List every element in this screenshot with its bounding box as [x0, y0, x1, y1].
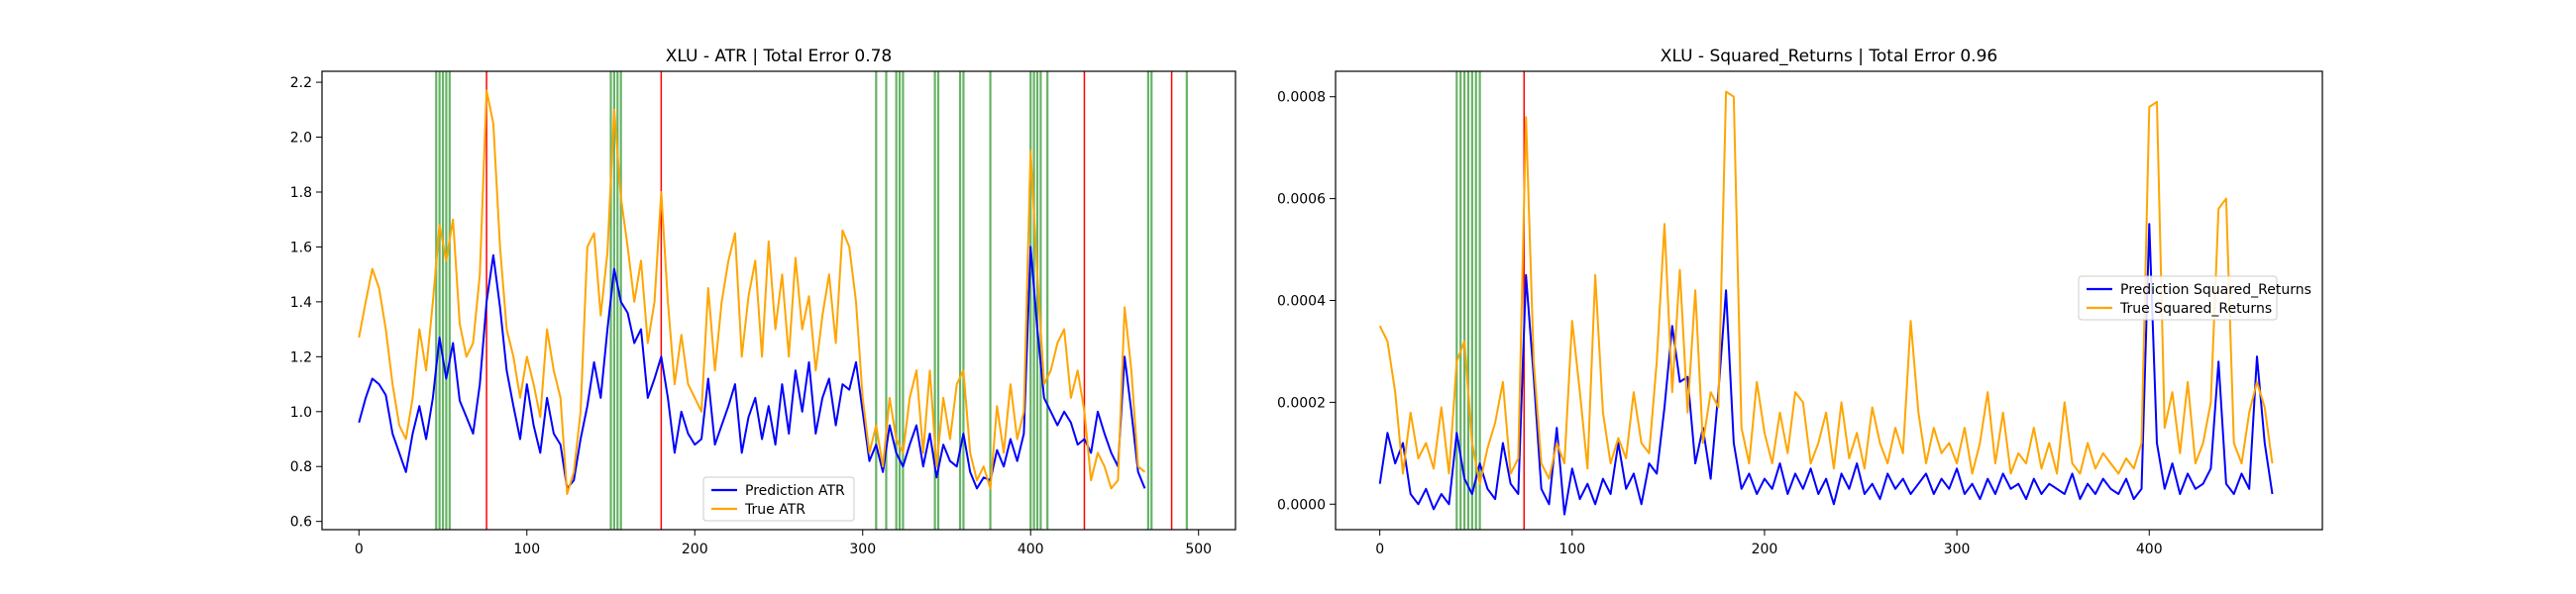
x-tick-label: 100: [513, 542, 540, 557]
x-tick-label: 400: [1018, 542, 1044, 557]
axes-frame: [321, 70, 1236, 531]
atr-chart-panel: 0 100 200 300 400 500 0.6 0.8 1.0 1.2 1.4 1.6 1.8 2.0…: [290, 47, 1236, 557]
y-tick-label: 0.0004: [1277, 294, 1326, 310]
y-tick-label: 1.8: [290, 185, 312, 201]
y-tick-label: 0.0000: [1277, 497, 1326, 513]
y-tick-label: 1.2: [290, 349, 312, 365]
series-line-prediction: [358, 246, 1146, 490]
chart-title: XLU - Squared_Returns | Total Error 0.96: [1661, 47, 1997, 66]
squared-returns-chart-panel: 0 100 200 300 400 0.0000 0.0002 0.0004 0.0006 0.0…: [1277, 47, 2323, 557]
x-tick-label: 200: [1752, 542, 1778, 557]
x-tick-label: 400: [2136, 542, 2163, 557]
y-tick-label: 0.0008: [1277, 90, 1326, 106]
legend-box: [702, 476, 855, 522]
x-tick-label: 500: [1185, 542, 1212, 557]
x-tick-label: 200: [682, 542, 708, 557]
x-tick-label: 300: [1944, 542, 1971, 557]
y-tick-label: 2.0: [290, 131, 312, 147]
marker-lines: [435, 71, 1188, 530]
series-line-prediction: [1378, 223, 2274, 516]
x-tick-label: 100: [1558, 542, 1585, 557]
y-tick-label: 1.4: [290, 295, 312, 311]
y-tick-label: 1.6: [290, 240, 312, 255]
x-tick-label: 0: [1375, 542, 1384, 557]
y-tick-label: 0.0002: [1277, 395, 1326, 411]
legend-label: True Squared_Returns: [2119, 301, 2272, 317]
marker-lines: [1455, 71, 1526, 530]
series-line-true: [358, 89, 1146, 495]
y-tick-label: 1.0: [290, 405, 312, 421]
legend-box: [2078, 275, 2278, 321]
chart-title: XLU - ATR | Total Error 0.78: [666, 47, 893, 66]
y-tick-label: 0.6: [290, 515, 312, 531]
y-tick-label: 0.0006: [1277, 192, 1326, 208]
legend: Prediction ATR True ATR: [702, 476, 855, 522]
x-tick-label: 0: [355, 542, 364, 557]
y-tick-label: 0.8: [290, 459, 312, 475]
legend-label: True ATR: [744, 502, 805, 518]
y-tick-label: 2.2: [290, 75, 312, 91]
legend: Prediction Squared_Returns True Squared_R…: [2078, 275, 2311, 321]
legend-label: Prediction ATR: [745, 483, 845, 499]
series-line-true: [1378, 90, 2274, 485]
x-tick-label: 300: [849, 542, 876, 557]
legend-label: Prediction Squared_Returns: [2120, 282, 2311, 298]
